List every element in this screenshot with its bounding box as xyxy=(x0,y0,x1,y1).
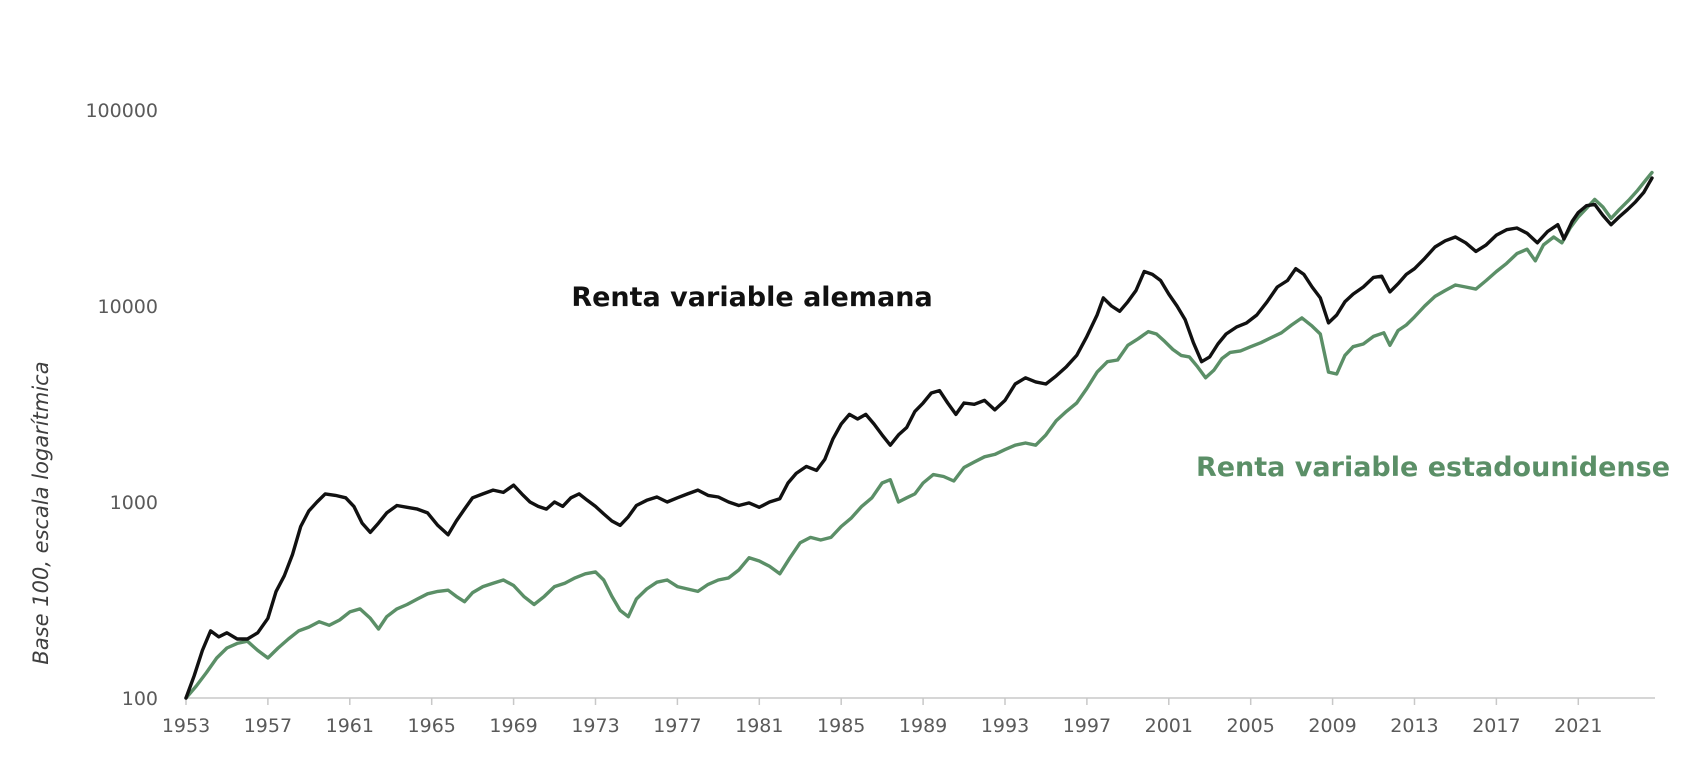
y-tick-label: 100 xyxy=(122,688,158,710)
x-tick-label: 1993 xyxy=(981,715,1029,737)
y-axis-title: Base 100, escala logarítmica xyxy=(29,361,53,664)
series-line-us-equities xyxy=(184,170,1654,700)
x-tick-label: 2017 xyxy=(1472,715,1520,737)
x-tick-label: 2001 xyxy=(1145,715,1193,737)
x-tick-label: 1985 xyxy=(817,715,865,737)
x-tick-label: 2021 xyxy=(1554,715,1602,737)
x-axis-ticks: 1953 1957 1961 1965 1969 1973 1977 1981 1985 1989… xyxy=(162,698,1602,737)
x-tick-label: 1957 xyxy=(244,715,292,737)
series-label-us-equities: Renta variable estadounidense xyxy=(1196,452,1670,483)
x-tick-label: 1981 xyxy=(735,715,783,737)
x-tick-label: 2009 xyxy=(1308,715,1356,737)
x-tick-label: 1997 xyxy=(1063,715,1111,737)
x-tick-label: 2013 xyxy=(1390,715,1438,737)
x-tick-label: 2005 xyxy=(1227,715,1275,737)
x-tick-label: 1961 xyxy=(326,715,374,737)
series-label-german-equities: Renta variable alemana xyxy=(571,282,932,313)
series-line-german-equities xyxy=(184,176,1654,700)
y-tick-label: 1000 xyxy=(110,492,158,514)
x-tick-label: 1953 xyxy=(162,715,210,737)
y-axis-title-text: Base 100, escala logarítmica xyxy=(29,361,53,664)
series-labels: Renta variable alemana Renta variable est… xyxy=(571,282,1670,483)
x-tick-label: 1973 xyxy=(571,715,619,737)
y-tick-label: 100000 xyxy=(85,100,158,122)
x-tick-label: 1969 xyxy=(489,715,537,737)
y-tick-label: 10000 xyxy=(98,296,158,318)
x-tick-label: 1989 xyxy=(899,715,947,737)
x-tick-label: 1965 xyxy=(408,715,456,737)
series-lines xyxy=(184,170,1654,700)
y-axis-ticks: 100 1000 10000 100000 xyxy=(85,100,158,710)
x-tick-label: 1977 xyxy=(653,715,701,737)
